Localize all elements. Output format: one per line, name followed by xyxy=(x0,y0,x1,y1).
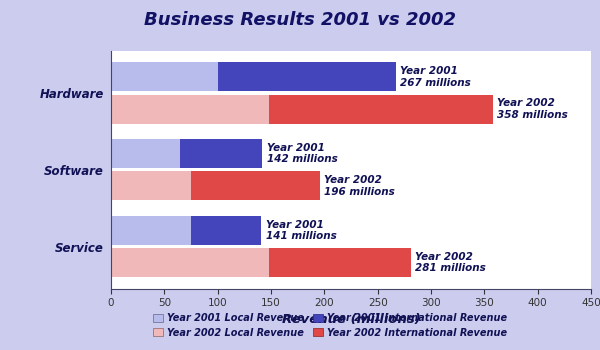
Bar xyxy=(111,62,218,91)
Text: Year 2001
142 millions: Year 2001 142 millions xyxy=(267,143,337,164)
Text: Business Results 2001 vs 2002: Business Results 2001 vs 2002 xyxy=(144,11,456,29)
Text: Year 2001
267 millions: Year 2001 267 millions xyxy=(400,66,471,88)
Text: Year 2002
281 millions: Year 2002 281 millions xyxy=(415,252,486,273)
Bar xyxy=(269,248,411,277)
Legend: Year 2001 Local Revenue, Year 2002 Local Revenue, Year 2001 International Revenu: Year 2001 Local Revenue, Year 2002 Local… xyxy=(149,309,511,342)
X-axis label: Revenue (millions): Revenue (millions) xyxy=(281,313,421,326)
Bar xyxy=(191,216,262,245)
Text: Year 2002
358 millions: Year 2002 358 millions xyxy=(497,98,568,120)
Bar xyxy=(269,94,493,124)
Bar xyxy=(191,171,320,201)
Bar xyxy=(111,248,269,277)
Bar xyxy=(218,62,396,91)
Bar xyxy=(111,94,269,124)
Bar xyxy=(111,216,191,245)
Text: Year 2002
196 millions: Year 2002 196 millions xyxy=(325,175,395,197)
Bar xyxy=(181,139,262,168)
Bar xyxy=(111,171,191,201)
Text: Year 2001
141 millions: Year 2001 141 millions xyxy=(266,219,337,241)
Bar xyxy=(111,139,181,168)
